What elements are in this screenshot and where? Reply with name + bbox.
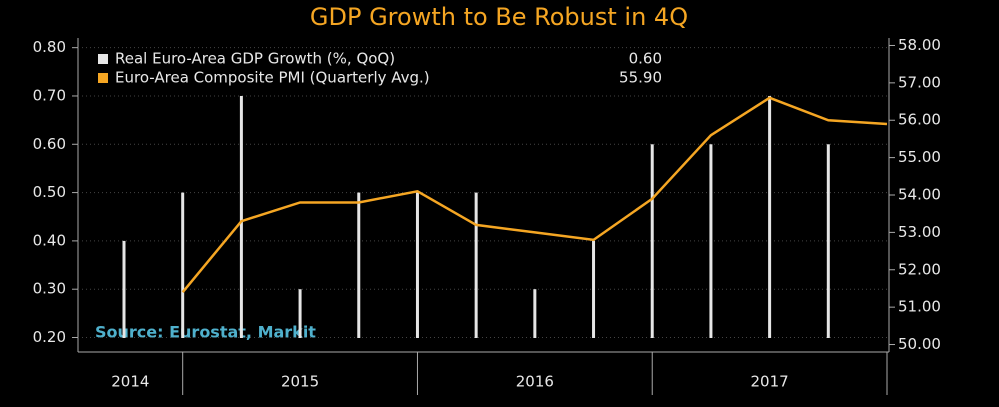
y-tick-label: 0.40 [33, 231, 66, 249]
y2-tick-label: 57.00 [898, 73, 941, 91]
legend-value: 0.60 [629, 50, 662, 68]
bar [357, 192, 361, 338]
y-tick-label: 0.20 [33, 328, 66, 346]
y2-tick-label: 51.00 [898, 298, 941, 316]
legend-label: Real Euro-Area GDP Growth (%, QoQ) [115, 50, 395, 68]
bar [122, 240, 126, 338]
y-tick-label: 0.80 [33, 38, 66, 56]
source-note: Source: Eurostat, Markit [95, 323, 316, 342]
bar [474, 192, 478, 338]
bar [592, 240, 596, 338]
x-group-label: 2014 [111, 373, 149, 391]
bar [415, 192, 419, 338]
bar [768, 95, 772, 338]
x-group-label: 2016 [516, 373, 554, 391]
y2-tick-label: 53.00 [898, 223, 941, 241]
x-group-label: 2015 [281, 373, 319, 391]
legend-value: 55.90 [619, 69, 662, 87]
bar [298, 289, 302, 338]
bar [239, 95, 243, 338]
bar [533, 289, 537, 338]
x-group-label: 2017 [751, 373, 789, 391]
chart-title: GDP Growth to Be Robust in 4Q [310, 3, 688, 31]
bar [826, 144, 830, 338]
y-tick-label: 0.70 [33, 86, 66, 104]
y-tick-label: 0.60 [33, 135, 66, 153]
line [181, 96, 888, 293]
y2-tick-label: 55.00 [898, 148, 941, 166]
bar [181, 192, 185, 338]
legend-label: Euro-Area Composite PMI (Quarterly Avg.) [115, 69, 430, 87]
y-tick-label: 0.30 [33, 280, 66, 298]
y2-tick-label: 50.00 [898, 335, 941, 353]
y-tick-label: 0.50 [33, 183, 66, 201]
y2-tick-label: 52.00 [898, 260, 941, 278]
legend-swatch [98, 54, 108, 64]
bar [650, 144, 654, 338]
bar [709, 144, 713, 338]
y2-tick-label: 56.00 [898, 111, 941, 129]
legend-swatch [98, 73, 108, 83]
y2-tick-label: 58.00 [898, 36, 941, 54]
y2-tick-label: 54.00 [898, 186, 941, 204]
